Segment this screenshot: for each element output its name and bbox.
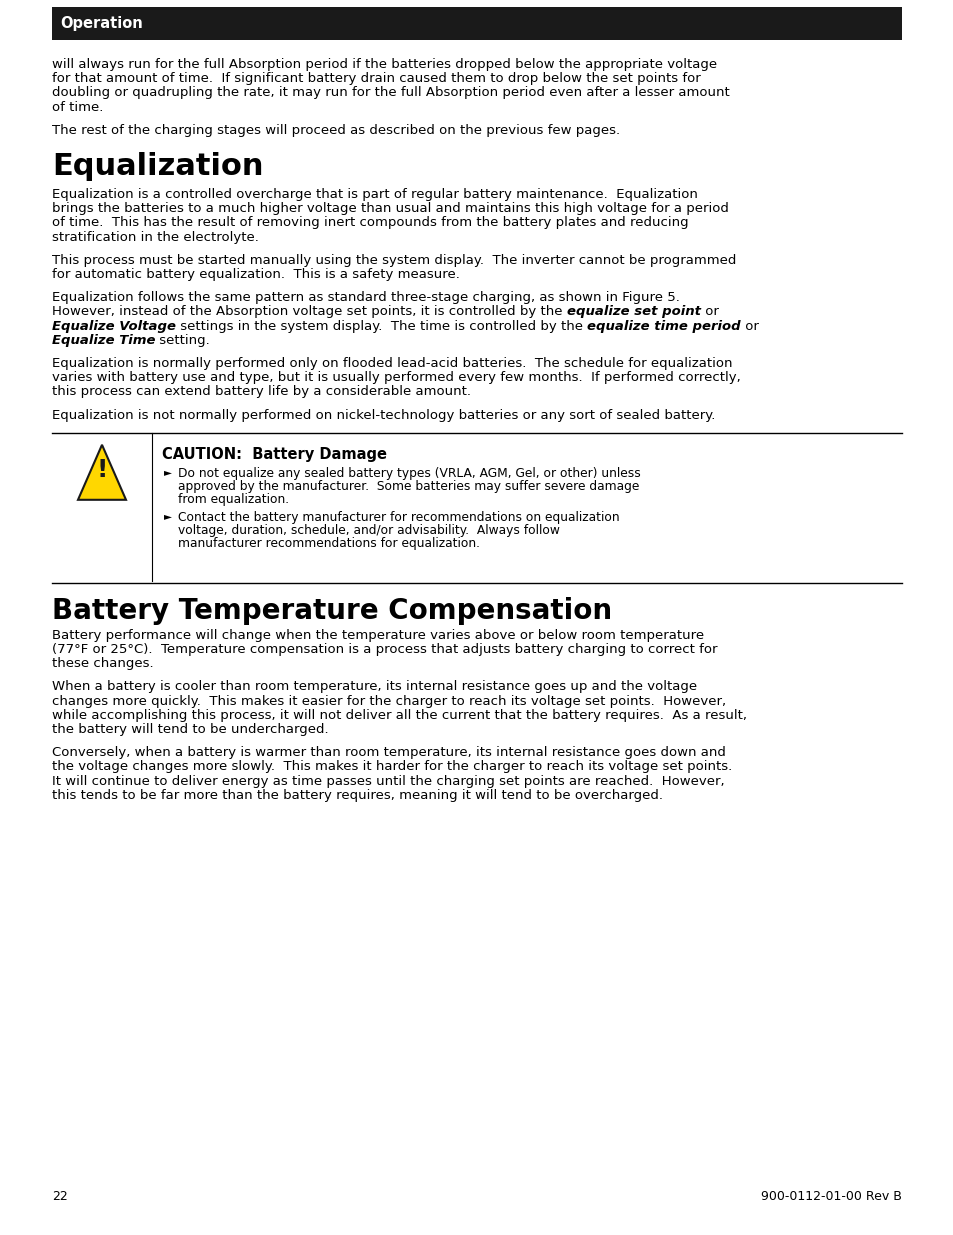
Text: It will continue to deliver energy as time passes until the charging set points : It will continue to deliver energy as ti… xyxy=(52,774,724,788)
Text: voltage, duration, schedule, and/or advisability.  Always follow: voltage, duration, schedule, and/or advi… xyxy=(178,524,559,537)
Text: equalize time period: equalize time period xyxy=(587,320,740,332)
Text: Conversely, when a battery is warmer than room temperature, its internal resista: Conversely, when a battery is warmer tha… xyxy=(52,746,725,760)
Text: Battery Temperature Compensation: Battery Temperature Compensation xyxy=(52,597,612,625)
Text: Equalization is a controlled overcharge that is part of regular battery maintena: Equalization is a controlled overcharge … xyxy=(52,188,698,201)
Text: from equalization.: from equalization. xyxy=(178,493,289,506)
Text: while accomplishing this process, it will not deliver all the current that the b: while accomplishing this process, it wil… xyxy=(52,709,746,721)
Text: the battery will tend to be undercharged.: the battery will tend to be undercharged… xyxy=(52,722,328,736)
Text: 22: 22 xyxy=(52,1191,68,1203)
Text: or: or xyxy=(740,320,758,332)
Text: When a battery is cooler than room temperature, its internal resistance goes up : When a battery is cooler than room tempe… xyxy=(52,680,697,693)
Text: Equalization is not normally performed on nickel-technology batteries or any sor: Equalization is not normally performed o… xyxy=(52,409,715,421)
Text: for that amount of time.  If significant battery drain caused them to drop below: for that amount of time. If significant … xyxy=(52,72,700,85)
Text: settings in the system display.  The time is controlled by the: settings in the system display. The time… xyxy=(175,320,587,332)
Text: Do not equalize any sealed battery types (VRLA, AGM, Gel, or other) unless: Do not equalize any sealed battery types… xyxy=(178,467,640,480)
Text: Equalization follows the same pattern as standard three-stage charging, as shown: Equalization follows the same pattern as… xyxy=(52,291,679,304)
Bar xyxy=(52,7,901,40)
Text: manufacturer recommendations for equalization.: manufacturer recommendations for equaliz… xyxy=(178,537,479,550)
Text: CAUTION:  Battery Damage: CAUTION: Battery Damage xyxy=(162,447,387,462)
Text: Contact the battery manufacturer for recommendations on equalization: Contact the battery manufacturer for rec… xyxy=(178,511,619,524)
Text: ►: ► xyxy=(164,511,172,521)
Text: ►: ► xyxy=(164,467,172,477)
Text: This process must be started manually using the system display.  The inverter ca: This process must be started manually us… xyxy=(52,254,736,267)
Text: of time.: of time. xyxy=(52,100,103,114)
Text: stratification in the electrolyte.: stratification in the electrolyte. xyxy=(52,231,258,243)
Text: this process can extend battery life by a considerable amount.: this process can extend battery life by … xyxy=(52,385,471,399)
Text: this tends to be far more than the battery requires, meaning it will tend to be : this tends to be far more than the batte… xyxy=(52,789,662,802)
Text: 900-0112-01-00 Rev B: 900-0112-01-00 Rev B xyxy=(760,1191,901,1203)
Text: (77°F or 25°C).  Temperature compensation is a process that adjusts battery char: (77°F or 25°C). Temperature compensation… xyxy=(52,643,717,656)
Text: or: or xyxy=(700,305,718,319)
Polygon shape xyxy=(78,445,126,500)
Text: the voltage changes more slowly.  This makes it harder for the charger to reach : the voltage changes more slowly. This ma… xyxy=(52,761,732,773)
Text: setting.: setting. xyxy=(155,333,210,347)
Text: equalize set point: equalize set point xyxy=(566,305,700,319)
Text: However, instead of the Absorption voltage set points, it is controlled by the: However, instead of the Absorption volta… xyxy=(52,305,566,319)
Text: these changes.: these changes. xyxy=(52,657,153,671)
Text: for automatic battery equalization.  This is a safety measure.: for automatic battery equalization. This… xyxy=(52,268,459,282)
Text: approved by the manufacturer.  Some batteries may suffer severe damage: approved by the manufacturer. Some batte… xyxy=(178,480,639,493)
Text: will always run for the full Absorption period if the batteries dropped below th: will always run for the full Absorption … xyxy=(52,58,717,70)
Text: varies with battery use and type, but it is usually performed every few months. : varies with battery use and type, but it… xyxy=(52,372,740,384)
Text: !: ! xyxy=(96,457,108,482)
Text: brings the batteries to a much higher voltage than usual and maintains this high: brings the batteries to a much higher vo… xyxy=(52,203,728,215)
Text: Equalize Time: Equalize Time xyxy=(52,333,155,347)
Text: The rest of the charging stages will proceed as described on the previous few pa: The rest of the charging stages will pro… xyxy=(52,124,619,137)
Text: Equalization: Equalization xyxy=(52,152,263,182)
Text: Battery performance will change when the temperature varies above or below room : Battery performance will change when the… xyxy=(52,629,703,642)
Text: changes more quickly.  This makes it easier for the charger to reach its voltage: changes more quickly. This makes it easi… xyxy=(52,694,725,708)
Text: doubling or quadrupling the rate, it may run for the full Absorption period even: doubling or quadrupling the rate, it may… xyxy=(52,86,729,99)
Text: Operation: Operation xyxy=(60,16,143,31)
Text: Equalization is normally performed only on flooded lead-acid batteries.  The sch: Equalization is normally performed only … xyxy=(52,357,732,370)
Text: Equalize Voltage: Equalize Voltage xyxy=(52,320,175,332)
Text: of time.  This has the result of removing inert compounds from the battery plate: of time. This has the result of removing… xyxy=(52,216,688,230)
